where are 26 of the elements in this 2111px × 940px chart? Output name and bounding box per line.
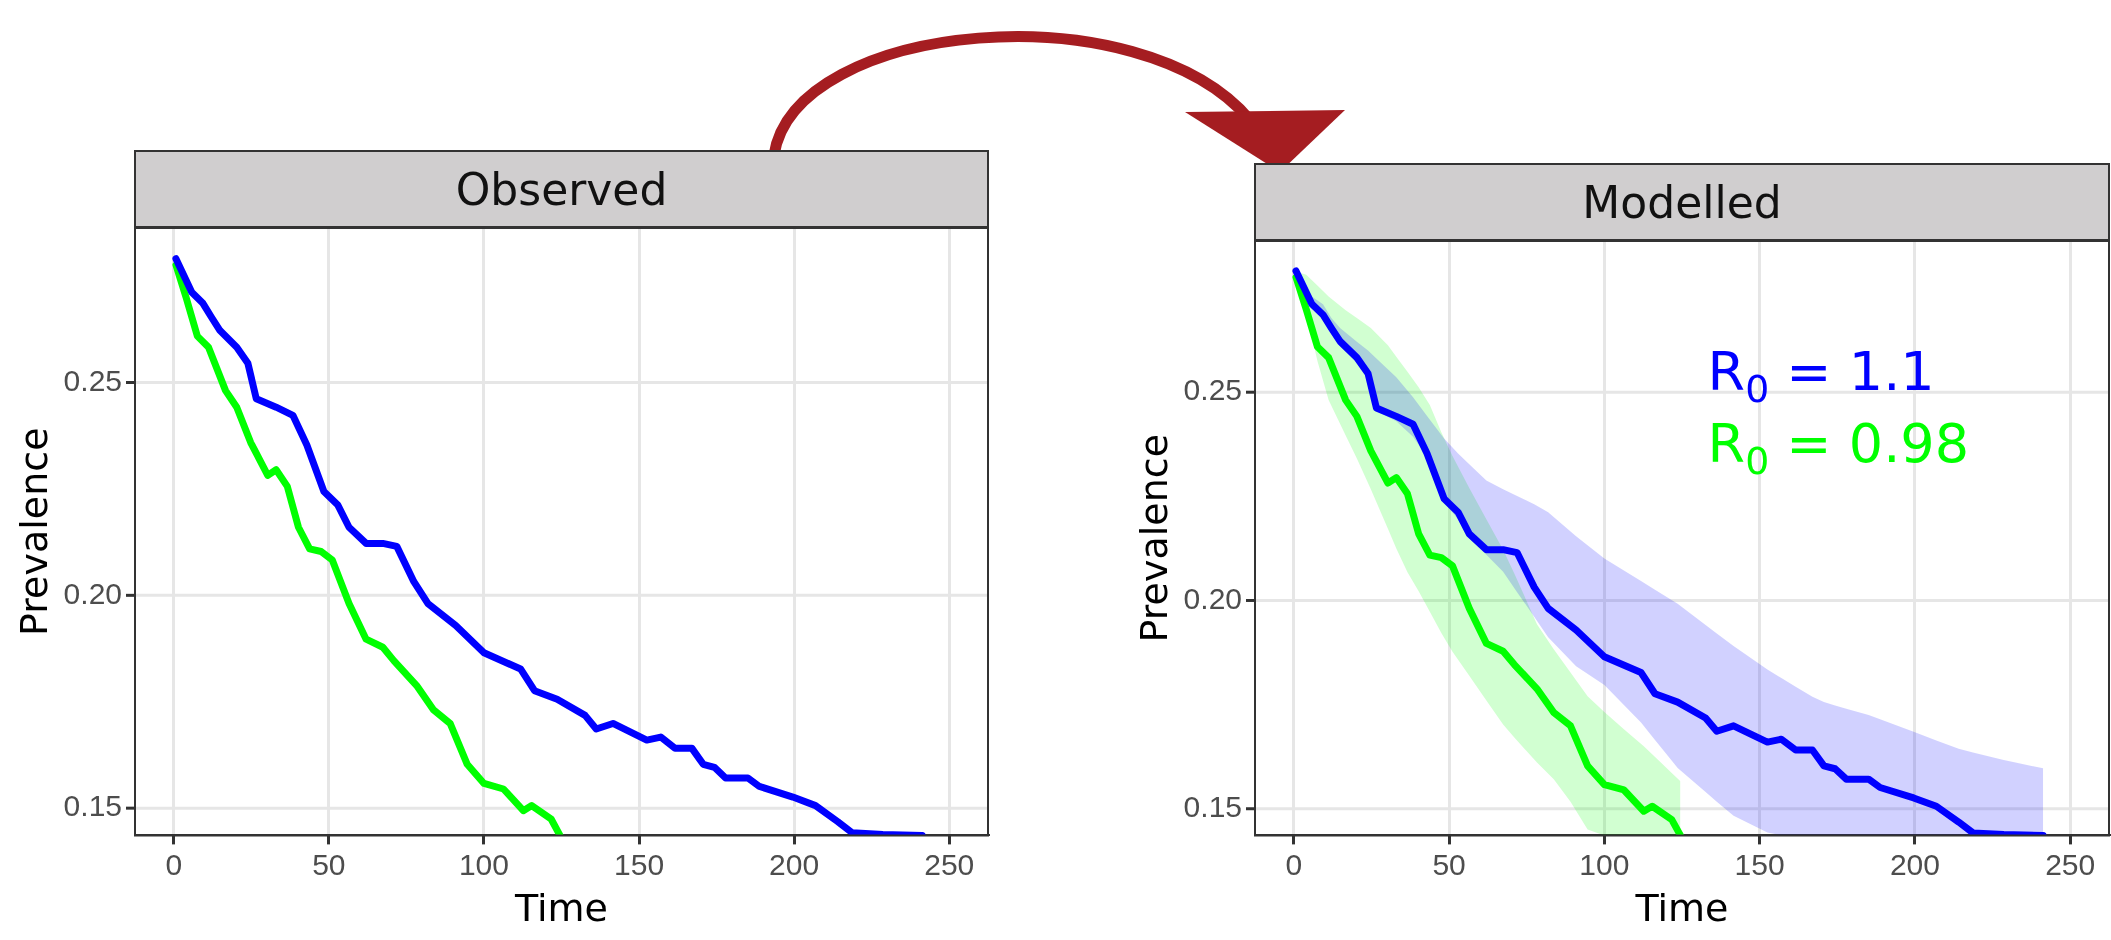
x-tick-label: 250 <box>924 847 975 881</box>
y-tick-label: 0.15 <box>63 789 122 823</box>
y-tick-label: 0.20 <box>1183 581 1242 615</box>
y-tick-label: 0.25 <box>63 363 122 397</box>
x-tick-label: 200 <box>769 847 820 881</box>
x-tick-label: 150 <box>1734 847 1785 881</box>
x-tick-label: 250 <box>2045 847 2096 881</box>
x-axis-title: Time <box>514 886 608 931</box>
y-tick-label: 0.15 <box>1183 790 1242 824</box>
x-tick-label: 150 <box>614 847 665 881</box>
x-tick-label: 50 <box>1432 847 1466 881</box>
y-axis-title: Prevalence <box>11 427 56 636</box>
x-tick-label: 200 <box>1889 847 1940 881</box>
chart-title: Observed <box>134 150 989 228</box>
x-axis-title: Time <box>1634 886 1729 931</box>
chart-title: Modelled <box>1254 163 2110 241</box>
x-tick-label: 100 <box>1579 847 1630 881</box>
y-axis-title: Prevalence <box>1131 433 1176 643</box>
x-tick-label: 0 <box>1285 847 1303 881</box>
y-tick-label: 0.25 <box>1183 373 1242 407</box>
x-tick-label: 0 <box>165 847 183 881</box>
annotation: R$_{0}$ = 1.1 <box>1707 340 1935 411</box>
x-tick-label: 100 <box>458 847 509 881</box>
y-tick-label: 0.20 <box>63 576 122 610</box>
annotation: R$_{0}$ = 0.98 <box>1707 412 1970 483</box>
x-tick-label: 50 <box>312 847 346 881</box>
